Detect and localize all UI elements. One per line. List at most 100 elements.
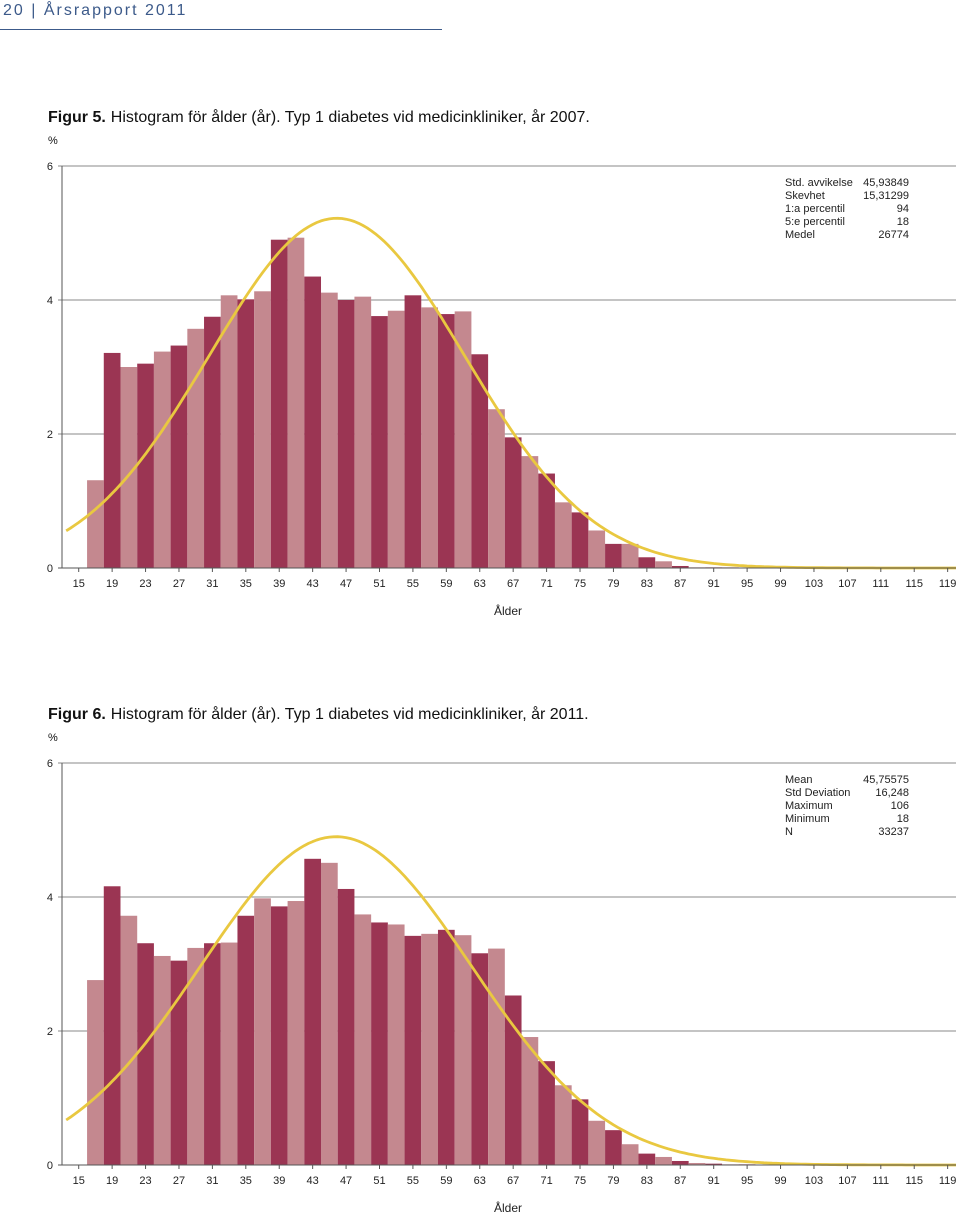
x-tick-label-91: 91 [708, 1175, 720, 1187]
bar-age-36 [237, 915, 255, 1165]
y-tick-label-6: 6 [47, 758, 53, 770]
x-tick-label-71: 71 [540, 1175, 552, 1187]
x-tick-label-75: 75 [574, 1175, 586, 1187]
bar-age-28 [170, 345, 188, 568]
figure-5-unit: % [48, 135, 58, 147]
bar-age-64 [471, 354, 489, 568]
x-tick-label-111: 111 [872, 1175, 889, 1187]
x-tick-label-39: 39 [273, 1175, 285, 1187]
stat-value-2: 94 [897, 203, 909, 215]
bar-age-38 [254, 898, 271, 1165]
x-tick-label-23: 23 [139, 1175, 151, 1187]
bar-age-56 [404, 935, 422, 1165]
bar-age-56 [404, 295, 422, 568]
stat-value-2: 106 [891, 800, 909, 812]
x-tick-label-115: 115 [905, 1175, 923, 1187]
x-tick-label-47: 47 [340, 578, 352, 590]
bar-age-74 [554, 1085, 572, 1165]
bar-age-22 [120, 367, 138, 568]
stat-value-0: 45,75575 [863, 774, 909, 786]
stat-label-3: Minimum [785, 813, 830, 825]
stat-label-3: 5:e percentil [785, 216, 845, 228]
x-tick-label-95: 95 [741, 1175, 753, 1187]
bar-age-88 [671, 565, 689, 568]
bar-age-78 [588, 530, 606, 568]
bar-age-44 [304, 858, 322, 1165]
bar-age-78 [588, 1120, 606, 1165]
x-tick-label-107: 107 [838, 1175, 856, 1187]
x-axis-title: Ålder [494, 1200, 522, 1215]
bar-age-40 [270, 239, 288, 568]
bar-age-28 [170, 960, 188, 1165]
x-tick-label-51: 51 [373, 578, 385, 590]
bar-age-42 [287, 901, 305, 1165]
x-tick-label-27: 27 [173, 1175, 185, 1187]
x-axis-title: Ålder [494, 603, 522, 618]
x-tick-label-51: 51 [373, 1175, 385, 1187]
x-tick-label-63: 63 [474, 1175, 486, 1187]
x-tick-label-91: 91 [708, 578, 720, 590]
figure-5-caption: Histogram för ålder (år). Typ 1 diabetes… [110, 109, 590, 126]
stat-label-4: Medel [785, 229, 815, 241]
x-tick-label-31: 31 [206, 1175, 218, 1187]
bar-age-58 [421, 307, 438, 568]
bar-age-72 [538, 1061, 555, 1165]
bar-age-66 [488, 409, 505, 568]
bar-age-54 [387, 924, 405, 1165]
bar-age-70 [521, 456, 539, 568]
x-tick-label-43: 43 [307, 578, 319, 590]
stat-label-0: Mean [785, 774, 813, 786]
bar-age-52 [371, 316, 388, 568]
x-tick-label-15: 15 [73, 1175, 85, 1187]
x-tick-label-47: 47 [340, 1175, 352, 1187]
bar-age-58 [421, 933, 438, 1165]
x-tick-label-19: 19 [106, 1175, 118, 1187]
bar-age-26 [153, 351, 171, 568]
bar-age-84 [638, 557, 656, 568]
bar-age-40 [270, 906, 288, 1165]
x-tick-label-115: 115 [905, 578, 923, 590]
x-tick-label-55: 55 [407, 1175, 419, 1187]
bar-age-48 [337, 300, 355, 568]
stat-value-1: 15,31299 [863, 190, 909, 202]
bar-age-34 [220, 295, 238, 568]
bar-age-90 [688, 1162, 706, 1165]
bar-age-42 [287, 237, 305, 568]
bar-age-62 [454, 311, 472, 568]
x-tick-label-99: 99 [774, 1175, 786, 1187]
stat-value-1: 16,248 [875, 787, 909, 799]
x-tick-label-31: 31 [206, 578, 218, 590]
x-tick-label-83: 83 [641, 1175, 653, 1187]
x-tick-label-43: 43 [307, 1175, 319, 1187]
x-tick-label-79: 79 [607, 578, 619, 590]
page-header-label: 20 | Årsrapport 2011 [3, 2, 188, 19]
figure-6-unit: % [48, 732, 58, 744]
y-tick-label-0: 0 [47, 563, 53, 575]
x-tick-label-35: 35 [240, 1175, 252, 1187]
y-tick-label-2: 2 [47, 429, 53, 441]
x-tick-label-107: 107 [838, 578, 856, 590]
x-tick-label-103: 103 [805, 578, 823, 590]
stat-label-0: Std. avvikelse [785, 177, 853, 189]
figure-5-label: Figur 5. [48, 109, 106, 126]
bar-age-76 [571, 1099, 589, 1165]
stat-value-3: 18 [897, 813, 909, 825]
figure-5-title: Figur 5. Histogram för ålder (år). Typ 1 … [48, 109, 590, 127]
page-header: 20 | Årsrapport 2011 [0, 0, 442, 30]
stat-label-2: Maximum [785, 800, 833, 812]
bar-age-44 [304, 276, 322, 568]
x-tick-label-111: 111 [872, 578, 889, 590]
bar-age-66 [488, 948, 505, 1165]
stat-value-0: 45,93849 [863, 177, 909, 189]
y-tick-label-4: 4 [47, 295, 53, 307]
x-tick-label-87: 87 [674, 578, 686, 590]
figure-6-label: Figur 6. [48, 706, 106, 723]
bar-age-80 [605, 1130, 622, 1165]
x-tick-label-23: 23 [139, 578, 151, 590]
bar-age-30 [187, 328, 205, 568]
x-tick-label-83: 83 [641, 578, 653, 590]
normal-curve [65, 835, 956, 1167]
bar-age-50 [354, 296, 372, 568]
stat-label-2: 1:a percentil [785, 203, 845, 215]
bar-age-68 [504, 995, 522, 1165]
